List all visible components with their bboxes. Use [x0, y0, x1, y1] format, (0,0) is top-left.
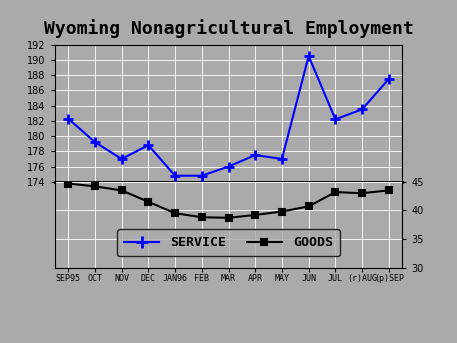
Legend: SERVICE, GOODS: SERVICE, GOODS	[117, 229, 340, 256]
Text: Wyoming Nonagricultural Employment: Wyoming Nonagricultural Employment	[43, 19, 414, 38]
